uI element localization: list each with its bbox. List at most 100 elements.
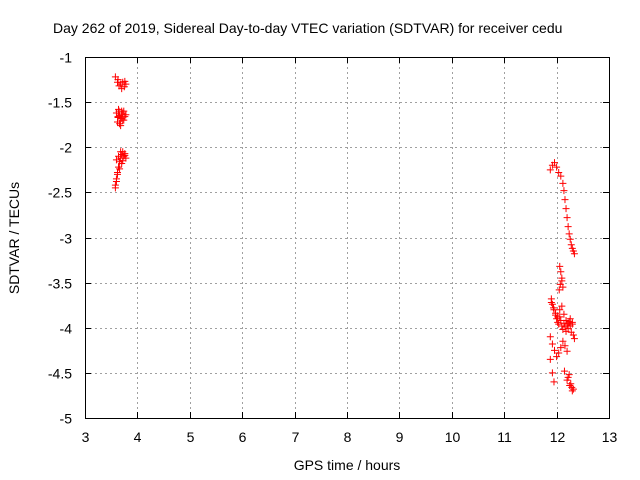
data-point — [555, 320, 563, 328]
data-point — [116, 120, 124, 128]
data-point — [121, 77, 129, 85]
data-point — [550, 378, 558, 386]
data-point — [565, 371, 573, 379]
x-tick-label: 3 — [82, 429, 90, 445]
data-point — [561, 342, 569, 350]
y-tick-label: -2 — [60, 140, 73, 156]
data-point — [561, 196, 569, 204]
data-point — [115, 152, 123, 160]
data-point — [553, 353, 561, 361]
data-point — [563, 321, 571, 329]
data-point — [557, 344, 565, 352]
x-tick-label: 4 — [134, 429, 142, 445]
data-point — [570, 250, 578, 258]
data-point — [559, 337, 567, 345]
chart-title: Day 262 of 2019, Sidereal Day-to-day VTE… — [53, 20, 562, 36]
data-point — [118, 159, 126, 167]
data-point — [112, 156, 120, 164]
data-point — [554, 313, 562, 321]
data-point — [560, 187, 568, 195]
data-point — [551, 159, 559, 167]
data-point — [119, 116, 127, 124]
plot-frame — [85, 57, 610, 419]
data-point — [559, 283, 567, 291]
grid-lines — [85, 57, 609, 418]
data-point — [546, 166, 554, 174]
data-point — [562, 205, 570, 213]
data-point — [547, 298, 555, 306]
data-point — [117, 148, 125, 156]
data-point — [118, 85, 126, 93]
y-tick-label: -5 — [60, 411, 73, 427]
data-point — [117, 122, 125, 130]
data-point — [555, 349, 563, 357]
data-point — [556, 306, 564, 314]
data-point — [122, 111, 130, 119]
data-point — [553, 163, 561, 171]
data-point — [563, 214, 571, 222]
x-tick-label: 6 — [239, 429, 247, 445]
data-point — [559, 179, 567, 187]
data-point — [567, 241, 575, 249]
x-tick-label: 5 — [187, 429, 195, 445]
data-point — [568, 318, 576, 326]
data-point — [558, 302, 566, 310]
data-point — [116, 165, 124, 173]
data-point — [114, 76, 122, 84]
data-point — [569, 385, 577, 393]
y-tick-label: -4 — [60, 321, 73, 337]
data-point — [558, 277, 566, 285]
x-tick-label: 9 — [396, 429, 404, 445]
data-point — [560, 367, 568, 375]
data-point — [564, 223, 572, 231]
data-point — [118, 107, 126, 115]
data-point — [557, 172, 565, 180]
data-point — [563, 347, 571, 355]
x-tick-label: 7 — [292, 429, 300, 445]
data-point — [567, 380, 575, 388]
x-tick-label: 8 — [344, 429, 352, 445]
data-point — [548, 369, 556, 377]
data-point — [546, 355, 554, 363]
y-axis-label: SDTVAR / TECUs — [6, 182, 22, 294]
data-point — [121, 113, 129, 121]
data-point — [115, 105, 123, 113]
y-tick-label: -4.5 — [48, 366, 72, 382]
data-point — [557, 268, 565, 276]
data-point — [112, 178, 120, 186]
x-tick-label: 10 — [445, 429, 461, 445]
data-point — [565, 230, 573, 238]
data-point — [549, 304, 557, 312]
data-point — [551, 346, 559, 354]
data-point — [566, 235, 574, 243]
data-point — [555, 169, 563, 177]
data-point — [113, 170, 121, 178]
data-point — [564, 319, 572, 327]
x-tick-label: 13 — [602, 429, 618, 445]
data-point — [569, 331, 577, 339]
data-point — [116, 112, 124, 120]
y-tick-label: -1.5 — [48, 95, 72, 111]
y-tick-label: -3 — [60, 231, 73, 247]
y-tick-label: -2.5 — [48, 185, 72, 201]
data-point — [114, 113, 122, 121]
y-tick-label: -3.5 — [48, 276, 72, 292]
data-point — [553, 315, 561, 323]
data-point — [111, 184, 119, 192]
data-point — [121, 151, 129, 159]
data-point — [556, 262, 564, 270]
data-point — [546, 333, 554, 341]
y-tick-label: -1 — [60, 50, 73, 66]
axis-ticks: 3 4 5 6 7 8 9 10 11 12 13 -5 -4.5 -4 -3.5 -3 -2.5 -2 -1.5 -… — [48, 50, 618, 446]
data-point — [568, 383, 576, 391]
data-point — [568, 387, 576, 395]
data-point — [548, 340, 556, 348]
data-point — [552, 309, 560, 317]
data-point — [548, 300, 556, 308]
data-point — [555, 286, 563, 294]
data-point — [115, 163, 123, 171]
x-tick-label: 11 — [497, 429, 512, 445]
data-point — [560, 310, 568, 318]
x-axis-label: GPS time / hours — [294, 457, 401, 473]
